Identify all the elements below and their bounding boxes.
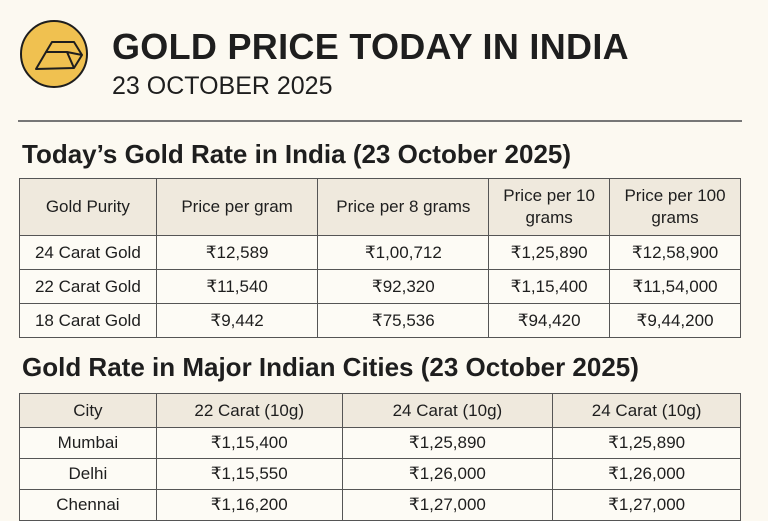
table-cell: ₹1,25,890 [341, 427, 554, 459]
table-cell: ₹1,26,000 [552, 458, 741, 490]
table-row: Chennai ₹1,16,200 ₹1,27,000 ₹1,27,000 [19, 489, 741, 521]
table-cell: ₹1,15,550 [155, 458, 343, 490]
table-cell: ₹1,15,400 [155, 427, 343, 459]
table-cell: ₹75,536 [317, 303, 490, 338]
city-rate-table: City 22 Carat (10g) 24 Carat (10g) 24 Ca… [19, 393, 741, 521]
table-cell: ₹1,27,000 [341, 489, 554, 521]
table-cell: ₹9,442 [155, 303, 319, 338]
table-row: Delhi ₹1,15,550 ₹1,26,000 ₹1,26,000 [19, 458, 741, 490]
table-cell: 22 Carat Gold [19, 269, 157, 304]
table-header-row: City 22 Carat (10g) 24 Carat (10g) 24 Ca… [19, 393, 741, 428]
table-cell: Mumbai [19, 427, 157, 459]
table-cell: 24 Carat Gold [19, 235, 157, 270]
table-cell: ₹1,00,712 [317, 235, 490, 270]
page-title: GOLD PRICE TODAY IN INDIA [112, 26, 629, 67]
table-row: 22 Carat Gold ₹11,540 ₹92,320 ₹1,15,400 … [19, 269, 741, 304]
table-cell: ₹11,54,000 [609, 269, 741, 304]
table-cell: ₹1,15,400 [488, 269, 611, 304]
table-cell: ₹1,25,890 [552, 427, 741, 459]
table-cell: ₹12,589 [155, 235, 319, 270]
column-header: 24 Carat (10g) [341, 393, 554, 428]
page-subtitle: 23 OCTOBER 2025 [112, 72, 333, 100]
table-header-row: Gold Purity Price per gram Price per 8 g… [19, 178, 741, 236]
column-header: Price per 10 grams [488, 178, 611, 236]
column-header: Gold Purity [19, 178, 157, 236]
gold-bar-icon [20, 20, 88, 88]
table-cell: ₹92,320 [317, 269, 490, 304]
table-row: 18 Carat Gold ₹9,442 ₹75,536 ₹94,420 ₹9,… [19, 303, 741, 338]
table-cell: ₹12,58,900 [609, 235, 741, 270]
table-row: 24 Carat Gold ₹12,589 ₹1,00,712 ₹1,25,89… [19, 235, 741, 270]
column-header: Price per gram [155, 178, 319, 236]
column-header: 24 Carat (10g) [552, 393, 741, 428]
section-heading-cities: Gold Rate in Major Indian Cities (23 Oct… [22, 352, 639, 382]
divider [18, 120, 742, 122]
table-cell: ₹1,16,200 [155, 489, 343, 521]
table-cell: Delhi [19, 458, 157, 490]
table-cell: ₹11,540 [155, 269, 319, 304]
column-header: Price per 8 grams [317, 178, 490, 236]
table-row: Mumbai ₹1,15,400 ₹1,25,890 ₹1,25,890 [19, 427, 741, 459]
gold-rate-table: Gold Purity Price per gram Price per 8 g… [19, 178, 741, 338]
table-cell: ₹1,27,000 [552, 489, 741, 521]
table-cell: ₹94,420 [488, 303, 611, 338]
table-cell: ₹1,26,000 [341, 458, 554, 490]
table-cell: ₹1,25,890 [488, 235, 611, 270]
table-cell: Chennai [19, 489, 157, 521]
table-cell: ₹9,44,200 [609, 303, 741, 338]
column-header: 22 Carat (10g) [155, 393, 343, 428]
column-header: Price per 100 grams [609, 178, 741, 236]
table-cell: 18 Carat Gold [19, 303, 157, 338]
section-heading-india-rate: Today’s Gold Rate in India (23 October 2… [22, 139, 572, 169]
column-header: City [19, 393, 157, 428]
